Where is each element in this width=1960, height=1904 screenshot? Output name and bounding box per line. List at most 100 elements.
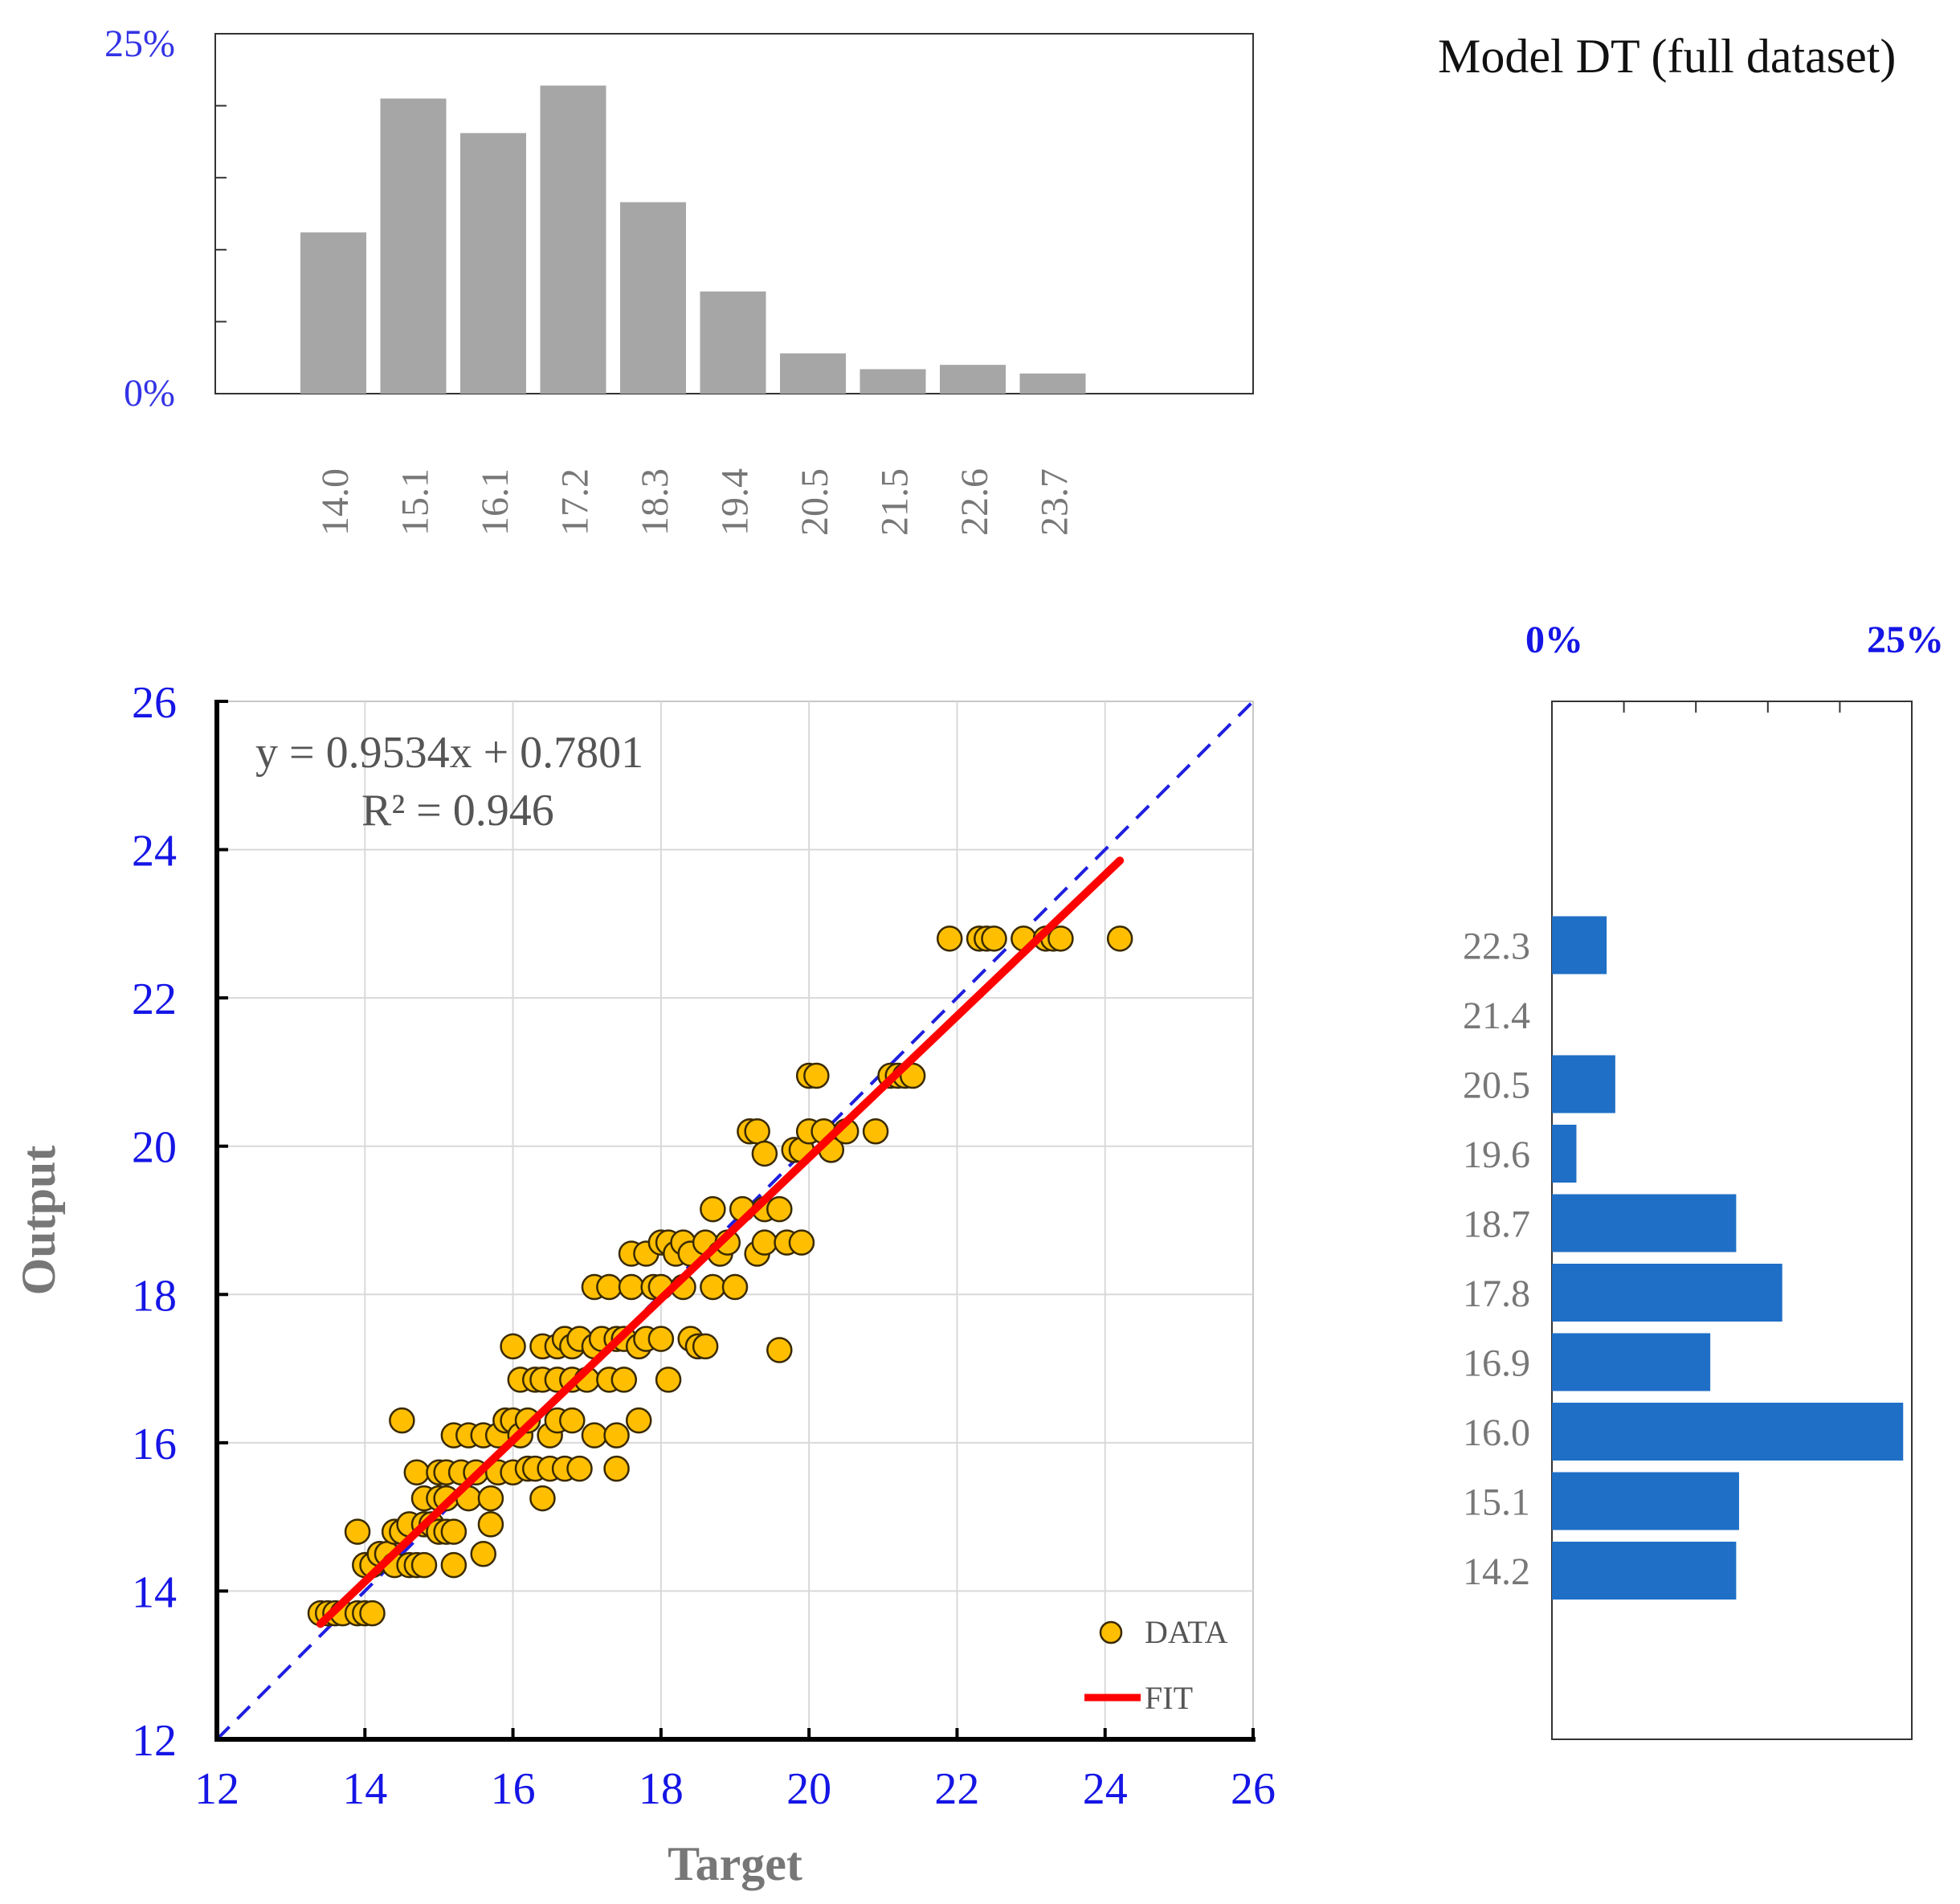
data-point bbox=[1047, 925, 1074, 952]
output-hist-bin-label: 19.6 bbox=[1463, 1134, 1530, 1176]
data-point bbox=[566, 1455, 593, 1482]
data-point bbox=[618, 1273, 645, 1301]
y-tick-label: 18 bbox=[132, 1271, 177, 1321]
x-axis-label: Target bbox=[668, 1837, 802, 1890]
data-point bbox=[403, 1459, 431, 1486]
x-tick-label: 16 bbox=[491, 1764, 536, 1814]
output-hist-bin-label: 22.3 bbox=[1463, 925, 1530, 968]
target-hist-bar bbox=[380, 98, 447, 394]
r-squared-label: R² = 0.946 bbox=[361, 786, 554, 836]
target-hist-max-label: 25% bbox=[104, 22, 175, 65]
data-point bbox=[721, 1273, 749, 1301]
target-hist-bar bbox=[1019, 373, 1086, 394]
output-hist-bin-label: 16.0 bbox=[1463, 1412, 1530, 1454]
data-point bbox=[596, 1273, 623, 1301]
data-point bbox=[655, 1367, 682, 1393]
data-point bbox=[477, 1485, 504, 1512]
data-point bbox=[647, 1326, 675, 1352]
x-tick-label: 12 bbox=[194, 1764, 239, 1814]
target-hist-bar bbox=[700, 291, 766, 394]
output-hist-max-label: 25% bbox=[1867, 619, 1944, 661]
data-point bbox=[751, 1229, 778, 1256]
data-point bbox=[477, 1511, 504, 1538]
data-point bbox=[559, 1407, 586, 1434]
target-hist-bin-label: 15.1 bbox=[394, 468, 437, 536]
output-hist-bin-label: 21.4 bbox=[1463, 995, 1530, 1037]
data-point bbox=[862, 1118, 889, 1145]
output-hist-bin-label: 14.2 bbox=[1463, 1551, 1530, 1593]
output-hist-zero-label: 0% bbox=[1525, 619, 1583, 661]
y-tick-label: 14 bbox=[132, 1567, 177, 1617]
figure-title: Model DT (full dataset) bbox=[1438, 30, 1896, 83]
data-point bbox=[359, 1600, 386, 1627]
output-hist-bar bbox=[1552, 1055, 1615, 1113]
target-hist-bar bbox=[300, 232, 366, 394]
x-tick-label: 26 bbox=[1231, 1764, 1276, 1814]
x-tick-label: 20 bbox=[786, 1764, 831, 1814]
data-point bbox=[625, 1407, 652, 1434]
target-hist-bar bbox=[540, 85, 606, 394]
x-tick-label: 14 bbox=[342, 1764, 387, 1814]
output-hist-bin-label: 17.8 bbox=[1463, 1273, 1530, 1315]
target-hist-bin-label: 18.3 bbox=[634, 468, 676, 536]
data-point bbox=[410, 1551, 438, 1579]
output-hist-bin-label: 20.5 bbox=[1463, 1064, 1530, 1107]
data-point bbox=[470, 1541, 496, 1567]
scatter-plot: 12 14 16 18 20 22 24 26 12 14 16 18 20 22 24 26 Target Ou… bbox=[12, 678, 1276, 1890]
data-point bbox=[581, 1422, 608, 1448]
fit-equation: y = 0.9534x + 0.7801 bbox=[255, 728, 643, 778]
data-point bbox=[440, 1518, 468, 1545]
data-point bbox=[440, 1551, 468, 1579]
data-point bbox=[700, 1273, 726, 1301]
output-hist-bin-label: 15.1 bbox=[1463, 1481, 1530, 1524]
output-histogram: 14.2 15.1 16.0 16.9 17.8 18.7 19.6 20.5 21.4 22.3… bbox=[1463, 619, 1944, 1740]
data-point bbox=[603, 1422, 630, 1448]
target-hist-bin-label: 19.4 bbox=[714, 468, 757, 536]
target-hist-bar bbox=[620, 202, 686, 394]
target-hist-bin-label: 14.0 bbox=[314, 468, 357, 536]
output-hist-bar bbox=[1552, 1125, 1577, 1183]
legend-marker-data bbox=[1099, 1620, 1123, 1645]
target-hist-bin-label: 22.6 bbox=[953, 468, 996, 536]
y-tick-label: 26 bbox=[132, 678, 177, 728]
target-hist-bin-label: 17.2 bbox=[554, 468, 597, 536]
output-hist-bin-label: 18.7 bbox=[1463, 1203, 1530, 1246]
target-hist-bin-label: 16.1 bbox=[474, 468, 517, 536]
data-point bbox=[529, 1485, 556, 1512]
y-tick-label: 22 bbox=[132, 974, 177, 1024]
fit-line bbox=[316, 856, 1125, 1628]
data-point bbox=[610, 1367, 638, 1393]
y-tick-label: 20 bbox=[132, 1123, 177, 1173]
x-tick-label: 24 bbox=[1083, 1764, 1128, 1814]
data-point bbox=[788, 1229, 815, 1256]
data-point bbox=[766, 1195, 793, 1223]
data-point bbox=[700, 1195, 726, 1223]
data-point bbox=[751, 1140, 778, 1167]
data-point bbox=[692, 1333, 719, 1360]
y-tick-label: 12 bbox=[132, 1716, 177, 1766]
y-axis-label: Output bbox=[12, 1146, 65, 1296]
legend-label-fit: FIT bbox=[1145, 1680, 1193, 1716]
output-hist-bar bbox=[1552, 1472, 1739, 1530]
data-point bbox=[936, 925, 963, 952]
legend-label-data: DATA bbox=[1145, 1614, 1228, 1650]
target-hist-bar bbox=[780, 353, 846, 394]
target-hist-zero-label: 0% bbox=[124, 372, 175, 415]
target-hist-bin-label: 20.5 bbox=[794, 468, 836, 536]
target-hist-bin-label: 21.5 bbox=[874, 468, 917, 536]
target-hist-bar bbox=[860, 369, 926, 394]
x-tick-label: 18 bbox=[639, 1764, 684, 1814]
target-hist-bar bbox=[940, 365, 1006, 394]
data-point bbox=[500, 1333, 526, 1360]
output-hist-bar bbox=[1552, 1542, 1737, 1600]
target-hist-bin-label: 23.7 bbox=[1034, 468, 1076, 536]
data-point bbox=[981, 925, 1007, 952]
data-point bbox=[744, 1118, 770, 1145]
x-tick-label: 22 bbox=[934, 1764, 979, 1814]
data-point bbox=[766, 1337, 793, 1363]
y-tick-label: 24 bbox=[132, 827, 177, 876]
data-point bbox=[1106, 925, 1133, 952]
output-hist-bar bbox=[1552, 1333, 1711, 1391]
output-hist-bar bbox=[1552, 1194, 1737, 1252]
output-hist-bar bbox=[1552, 916, 1607, 974]
